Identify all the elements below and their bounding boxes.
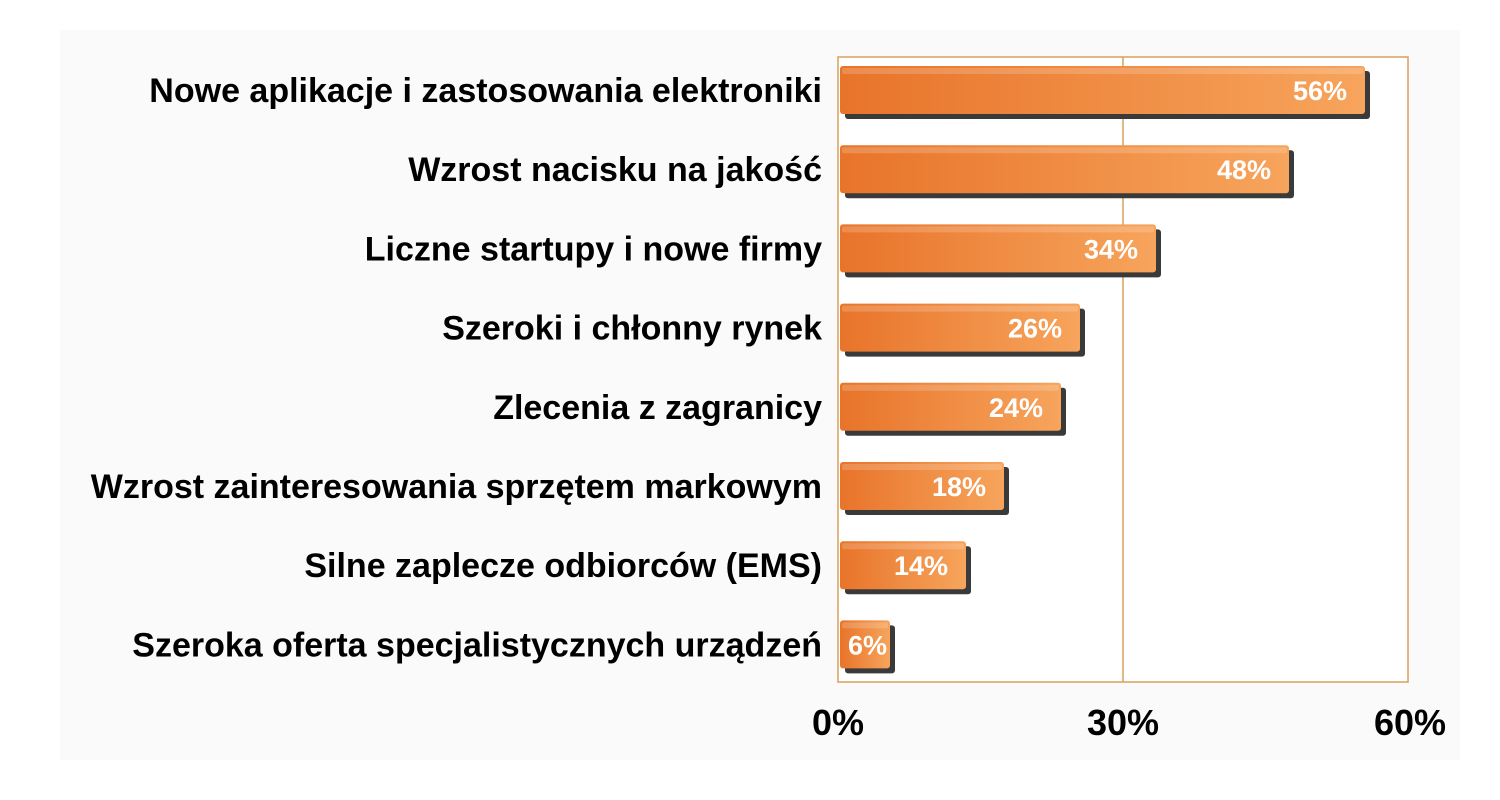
x-axis: 0% 30% 60% — [812, 702, 1446, 743]
bar-group-4: 26% — [840, 303, 1085, 357]
bar — [840, 66, 1365, 114]
value-label: 34% — [1084, 234, 1138, 264]
category-label: Silne zaplecze odbiorców (EMS) — [304, 547, 822, 585]
bar-highlight — [842, 68, 1363, 74]
bar-group-1: 56% — [840, 66, 1370, 119]
bar — [840, 620, 890, 669]
category-labels: Nowe aplikacje i zastosowania elektronik… — [91, 72, 822, 664]
bar-group-5: 24% — [840, 382, 1066, 436]
category-label: Wzrost zainteresowania sprzętem markowym — [91, 468, 822, 506]
bar-highlight — [842, 543, 964, 550]
bar-group-6: 18% — [840, 462, 1009, 515]
bar-group-3: 34% — [840, 224, 1161, 278]
value-label: 26% — [1008, 314, 1062, 344]
category-label: Szeroka oferta specjalistycznych urządze… — [132, 626, 822, 664]
bar — [840, 462, 1004, 510]
bars: 56% 48% 34% 26% 24% 18% 14% 6% — [840, 66, 1370, 674]
category-label: Zlecenia z zagranicy — [493, 389, 822, 427]
bar — [840, 224, 1156, 273]
bar — [840, 145, 1289, 194]
value-label: 24% — [989, 393, 1043, 423]
x-tick-label: 30% — [1087, 702, 1159, 743]
category-label: Liczne startupy i nowe firmy — [365, 230, 822, 268]
value-label: 56% — [1293, 76, 1347, 106]
value-label: 14% — [894, 551, 948, 581]
value-label: 18% — [932, 472, 986, 502]
category-label: Nowe aplikacje i zastosowania elektronik… — [149, 72, 822, 110]
bar-highlight — [842, 464, 1002, 470]
bar-group-7: 14% — [840, 541, 971, 595]
value-label: 6% — [848, 630, 887, 660]
bar — [840, 303, 1080, 352]
bar — [840, 382, 1061, 431]
x-tick-label: 0% — [812, 702, 864, 743]
bar-group-2: 48% — [840, 145, 1294, 199]
bar-highlight — [842, 384, 1059, 391]
bar-highlight — [842, 305, 1078, 312]
bar-highlight — [842, 622, 888, 629]
bar-group-8: 6% — [840, 620, 895, 674]
value-label: 48% — [1217, 155, 1271, 185]
category-label: Wzrost nacisku na jakość — [408, 151, 822, 189]
category-label: Szeroki i chłonny rynek — [442, 310, 822, 348]
x-tick-label: 60% — [1374, 702, 1446, 743]
bar-highlight — [842, 147, 1287, 154]
bar-highlight — [842, 226, 1154, 233]
bar — [840, 541, 966, 590]
